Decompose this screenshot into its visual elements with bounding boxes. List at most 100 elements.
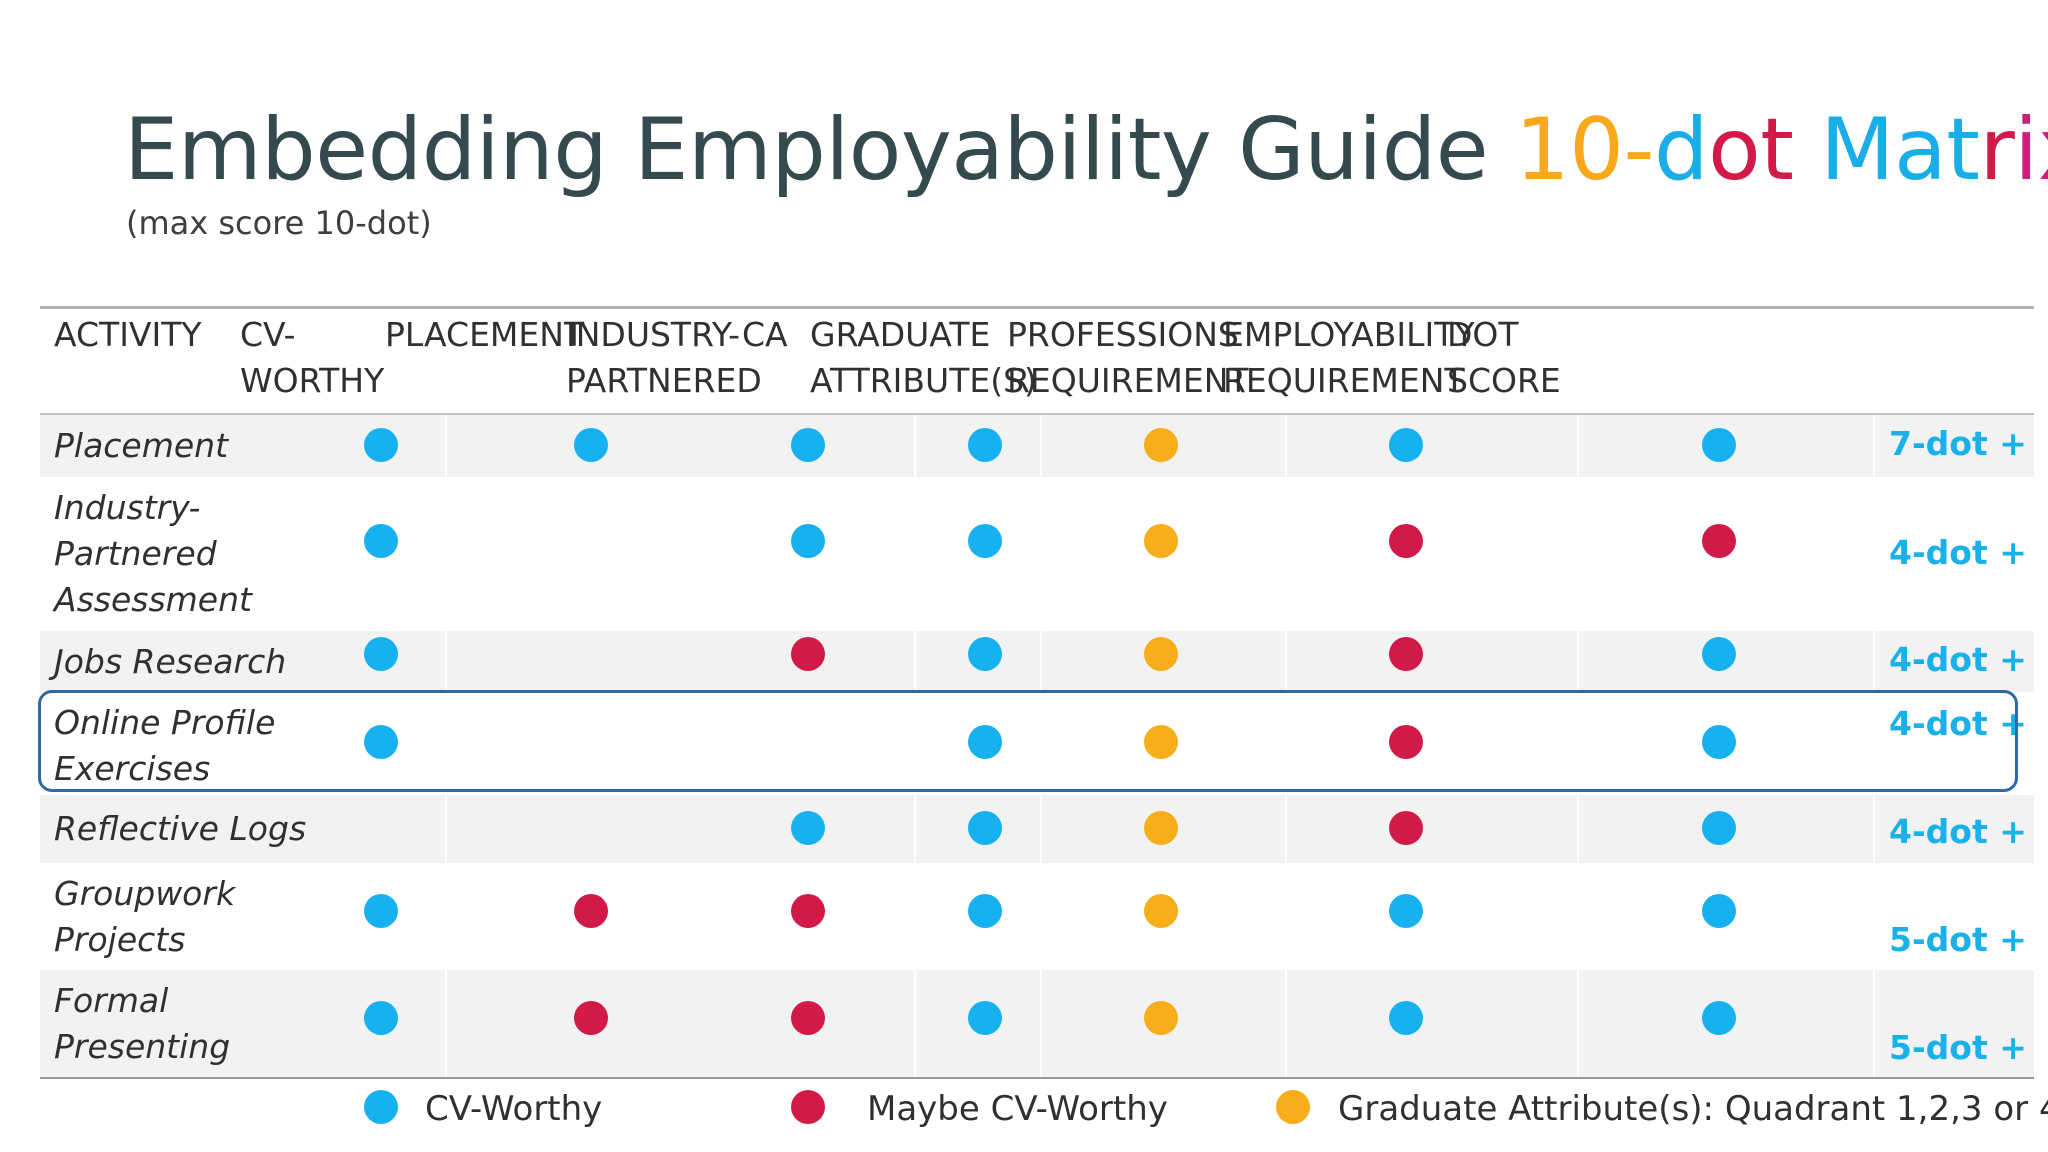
activity-label: Reflective Logs [54,809,307,848]
title-ten: 10- [1515,100,1654,200]
red-dot [1389,637,1423,671]
orange-dot [1144,1001,1178,1035]
cell-separator [1577,631,1579,692]
blue-dot [1702,637,1736,671]
orange-dot [1144,524,1178,558]
column-header: CV- WORTHY [240,315,385,400]
blue-dot [1389,1001,1423,1035]
cell-separator [445,415,447,477]
red-dot [574,894,608,928]
cell-separator [1040,631,1042,692]
blue-dot [968,637,1002,671]
blue-dot [364,725,398,759]
blue-dot [1389,894,1423,928]
red-dot [791,894,825,928]
activity-label: Jobs Research [54,641,287,681]
blue-dot [1702,894,1736,928]
header-rule [40,413,2034,415]
red-dot [574,1001,608,1035]
cell-separator [1040,970,1042,1077]
legend-label: CV-Worthy [425,1089,603,1129]
blue-dot [968,894,1002,928]
red-dot [1389,524,1423,558]
blue-dot [364,428,398,462]
orange-dot [1144,428,1178,462]
dot-score: 4-dot + [1889,704,2027,743]
table-bottom-rule [40,1077,2034,1079]
blue-dot [791,811,825,845]
blue-dot [968,725,1002,759]
dot-score: 5-dot + [1889,1028,2027,1067]
blue-dot [364,894,398,928]
blue-dot [968,428,1002,462]
blue-dot [574,428,608,462]
blue-dot [1702,428,1736,462]
table-row: Reflective Logs 4-dot + [40,795,2034,863]
column-header: INDUSTRY- PARTNERED [566,315,762,400]
table-top-rule [40,306,2034,309]
orange-dot [1144,725,1178,759]
table-row: Formal Presenting 5-dot + [40,970,2034,1077]
cell-separator [445,795,447,863]
title-dot: dot [1654,100,1794,200]
cell-separator [1873,415,1875,477]
activity-label: Groupwork Projects [54,873,236,959]
blue-dot [364,1001,398,1035]
dot-score: 4-dot + [1889,812,2027,851]
cell-separator [445,970,447,1077]
legend-label: Graduate Attribute(s): Quadrant 1,2,3 or… [1338,1089,2048,1129]
page-subtitle: (max score 10-dot) [126,204,432,242]
title-matrix-a: Matr [1820,100,2015,200]
blue-dot [1702,1001,1736,1035]
page-title: Embedding Employability Guide 10-dot Mat… [124,100,2048,200]
cell-separator [1040,415,1042,477]
column-header: CA [742,315,788,354]
column-header: GRADUATE ATTRIBUTE(S) [810,315,1037,400]
cell-separator [914,795,916,863]
title-matrix-b: ix [2014,100,2048,200]
cell-separator [1285,970,1287,1077]
table-header: ACTIVITY CV- WORTHY PLACEMENT INDUSTRY- PARTN… [40,312,2034,416]
title-main: Embedding Employability Guide [124,100,1516,200]
red-dot [1389,811,1423,845]
dot-score: 4-dot + [1889,640,2027,679]
blue-dot [968,1001,1002,1035]
cell-separator [1873,631,1875,692]
column-header: EMPLOYABILITY REQUIREMENT [1223,315,1475,400]
activity-label: Industry- Partnered Assessment [54,488,252,619]
column-header: PROFESSIONS REQUIREMENT [1007,315,1249,400]
cell-separator [914,631,916,692]
highlight-box [38,690,2018,792]
red-dot [791,637,825,671]
cell-separator [1285,631,1287,692]
cell-separator [1873,970,1875,1077]
cell-separator [1577,970,1579,1077]
legend-label: Maybe CV-Worthy [867,1089,1168,1129]
activity-label: Formal Presenting [54,980,231,1066]
cell-separator [445,631,447,692]
dot-score: 5-dot + [1889,920,2027,959]
dot-score: 4-dot + [1889,533,2027,572]
blue-dot [791,524,825,558]
red-dot [1389,725,1423,759]
cell-separator [914,415,916,477]
blue-dot [1389,428,1423,462]
orange-dot [1144,894,1178,928]
orange-legend-dot [1276,1090,1310,1124]
red-dot [1702,524,1736,558]
blue-dot [1702,811,1736,845]
cell-separator [1577,415,1579,477]
column-header: DOT SCORE [1447,315,1561,400]
blue-dot [364,524,398,558]
blue-dot [791,428,825,462]
column-header: ACTIVITY [54,315,202,354]
cell-separator [1285,795,1287,863]
blue-dot [968,524,1002,558]
table-row: Placement 7-dot + [40,415,2034,477]
orange-dot [1144,637,1178,671]
table-row: Online Profile Exercises 4-dot + [40,692,2034,795]
activity-label: Placement [54,426,229,465]
red-legend-dot [791,1090,825,1124]
cell-separator [1040,795,1042,863]
cell-separator [1873,795,1875,863]
